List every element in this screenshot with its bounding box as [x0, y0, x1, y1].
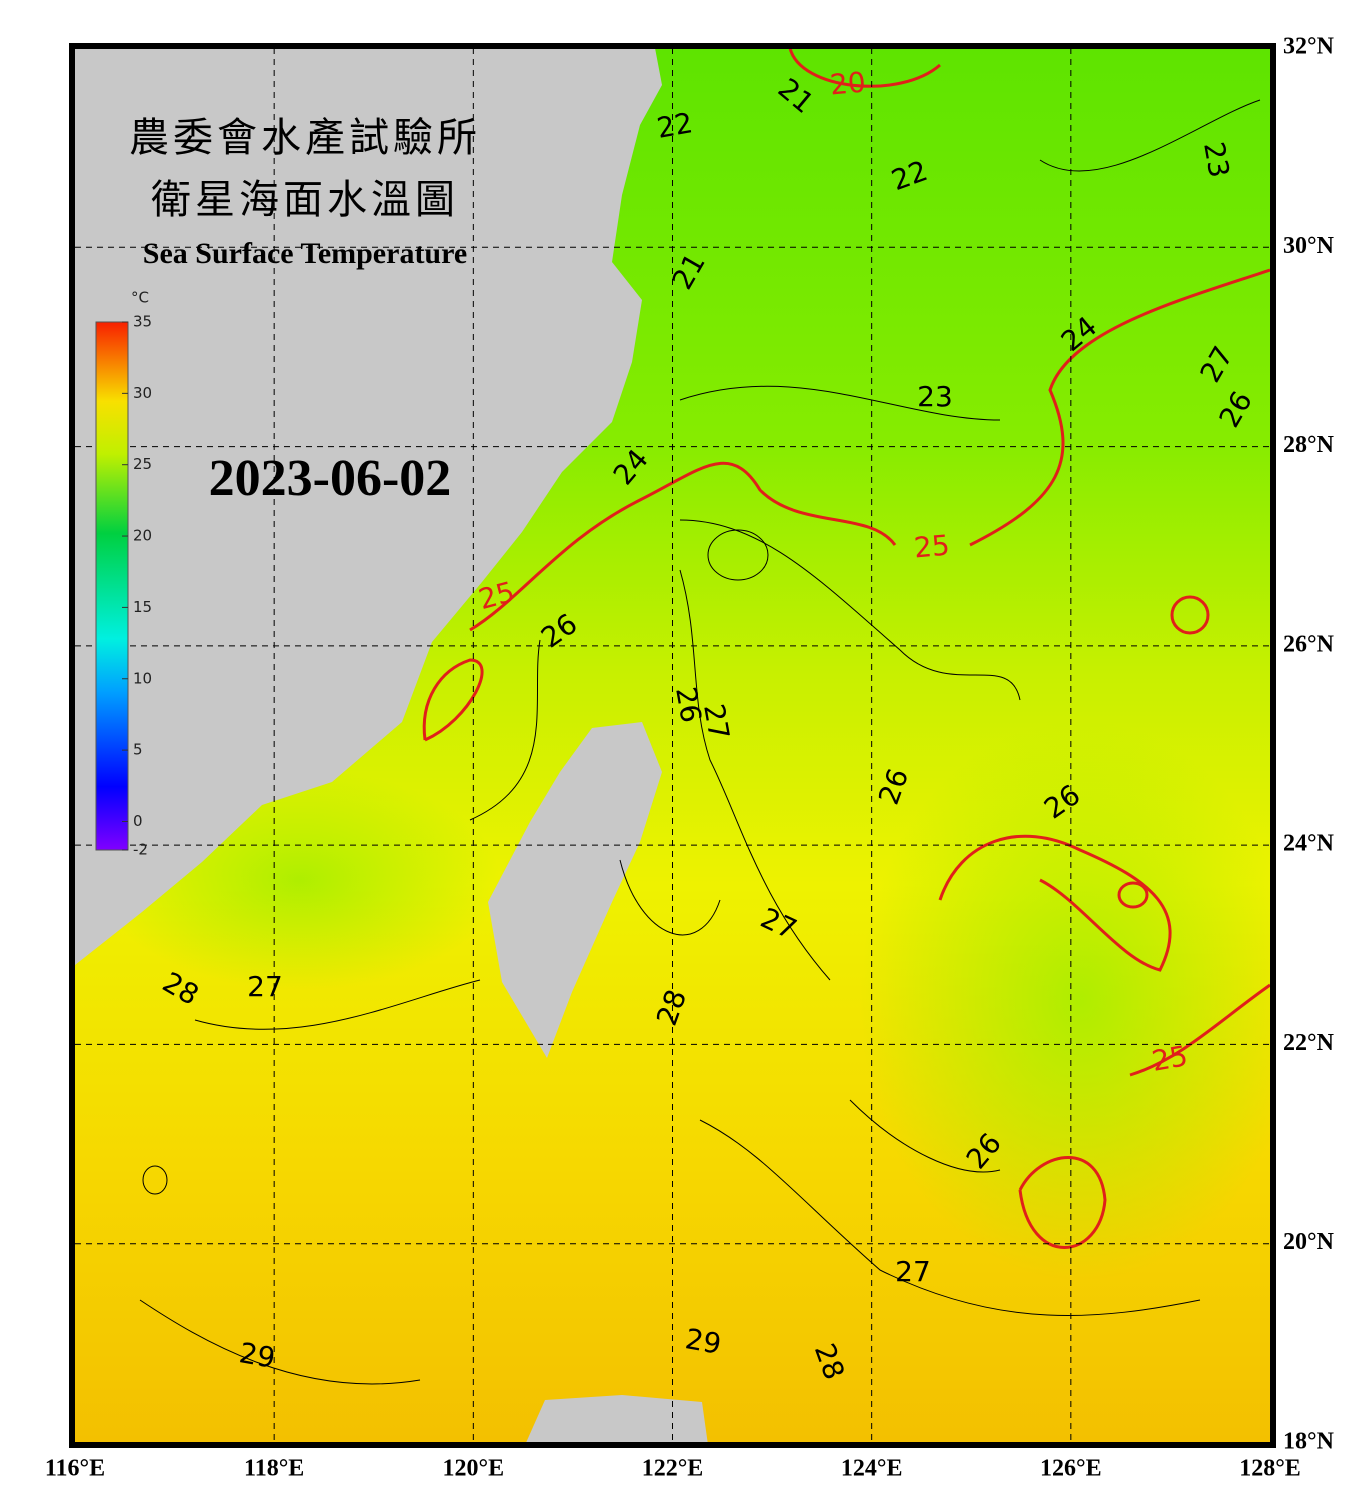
colorbar-tick-label: 10	[133, 669, 152, 687]
contour-label: 29	[237, 1336, 278, 1375]
colorbar-tick-label: 20	[133, 527, 152, 545]
lon-label: 124°E	[841, 1456, 903, 1482]
lat-label: 32°N	[1283, 34, 1335, 60]
lon-label: 116°E	[45, 1456, 105, 1482]
lon-label: 120°E	[443, 1456, 505, 1482]
contour-label: 27	[697, 701, 736, 742]
colorbar-unit: °C	[131, 289, 149, 307]
land-luzon	[525, 1395, 708, 1443]
land-taiwan	[488, 722, 662, 1058]
colorbar-tick-label: -2	[133, 841, 148, 859]
contour-label: 27	[895, 1255, 931, 1288]
contour-label: 29	[683, 1322, 724, 1361]
lat-label: 28°N	[1283, 432, 1335, 458]
colorbar-tick-label: 0	[133, 812, 143, 830]
contour-label: 25	[913, 529, 951, 565]
lon-label: 126°E	[1040, 1456, 1102, 1482]
contour-label: 25	[1149, 1039, 1190, 1078]
lon-label: 118°E	[244, 1456, 304, 1482]
lon-label: 122°E	[642, 1456, 704, 1482]
contour-label: 23	[1197, 139, 1236, 180]
highlight-contours	[422, 48, 1270, 1249]
lon-label: 128°E	[1239, 1456, 1301, 1482]
map-area	[75, 48, 1270, 1443]
contour-label: 26	[669, 684, 708, 725]
title-zh-1: 農委會水產試驗所	[129, 115, 481, 160]
contour-label: 23	[917, 380, 953, 413]
date: 2023-06-02	[209, 450, 452, 507]
contours	[139, 99, 1261, 1385]
colorbar-tick-label: 5	[133, 741, 143, 759]
contour-label: 20	[829, 66, 867, 102]
lat-label: 26°N	[1283, 631, 1335, 657]
lat-label: 22°N	[1283, 1030, 1335, 1056]
lat-label: 30°N	[1283, 233, 1335, 259]
colorbar-tick-label: 35	[133, 313, 152, 331]
lat-label: 18°N	[1283, 1429, 1335, 1455]
colorbar-tick-label: 30	[133, 384, 152, 402]
map-frame	[69, 43, 1276, 1448]
contour-label: 27	[247, 970, 283, 1003]
colorbar	[95, 321, 129, 851]
title-zh-2: 衛星海面水溫圖	[151, 177, 459, 222]
contour-label: 22	[654, 106, 695, 145]
colorbar-tick-label: 15	[133, 598, 152, 616]
lat-label: 24°N	[1283, 831, 1335, 857]
lat-label: 20°N	[1283, 1229, 1335, 1255]
land-mainland	[75, 48, 662, 965]
colorbar-tick-label: 25	[133, 455, 152, 473]
title-en: Sea Surface Temperature	[143, 237, 467, 270]
